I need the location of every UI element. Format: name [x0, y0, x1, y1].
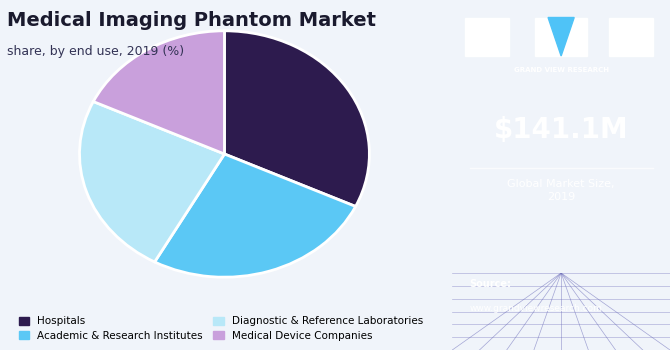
Text: share, by end use, 2019 (%): share, by end use, 2019 (%): [7, 46, 184, 58]
Legend: Hospitals, Academic & Research Institutes, Diagnostic & Reference Laboratories, : Hospitals, Academic & Research Institute…: [15, 312, 427, 345]
Wedge shape: [80, 102, 224, 262]
Text: GRAND VIEW RESEARCH: GRAND VIEW RESEARCH: [514, 66, 608, 72]
Wedge shape: [155, 154, 356, 277]
Wedge shape: [93, 31, 224, 154]
FancyBboxPatch shape: [535, 18, 587, 56]
Polygon shape: [548, 18, 574, 56]
Text: www.grandviewresearch.com: www.grandviewresearch.com: [470, 304, 602, 313]
FancyBboxPatch shape: [609, 18, 653, 56]
FancyBboxPatch shape: [466, 18, 509, 56]
Text: Medical Imaging Phantom Market: Medical Imaging Phantom Market: [7, 10, 376, 29]
Text: Global Market Size,
2019: Global Market Size, 2019: [507, 178, 615, 203]
Text: Source:: Source:: [470, 279, 512, 289]
Text: $141.1M: $141.1M: [494, 116, 628, 144]
Wedge shape: [224, 31, 369, 206]
